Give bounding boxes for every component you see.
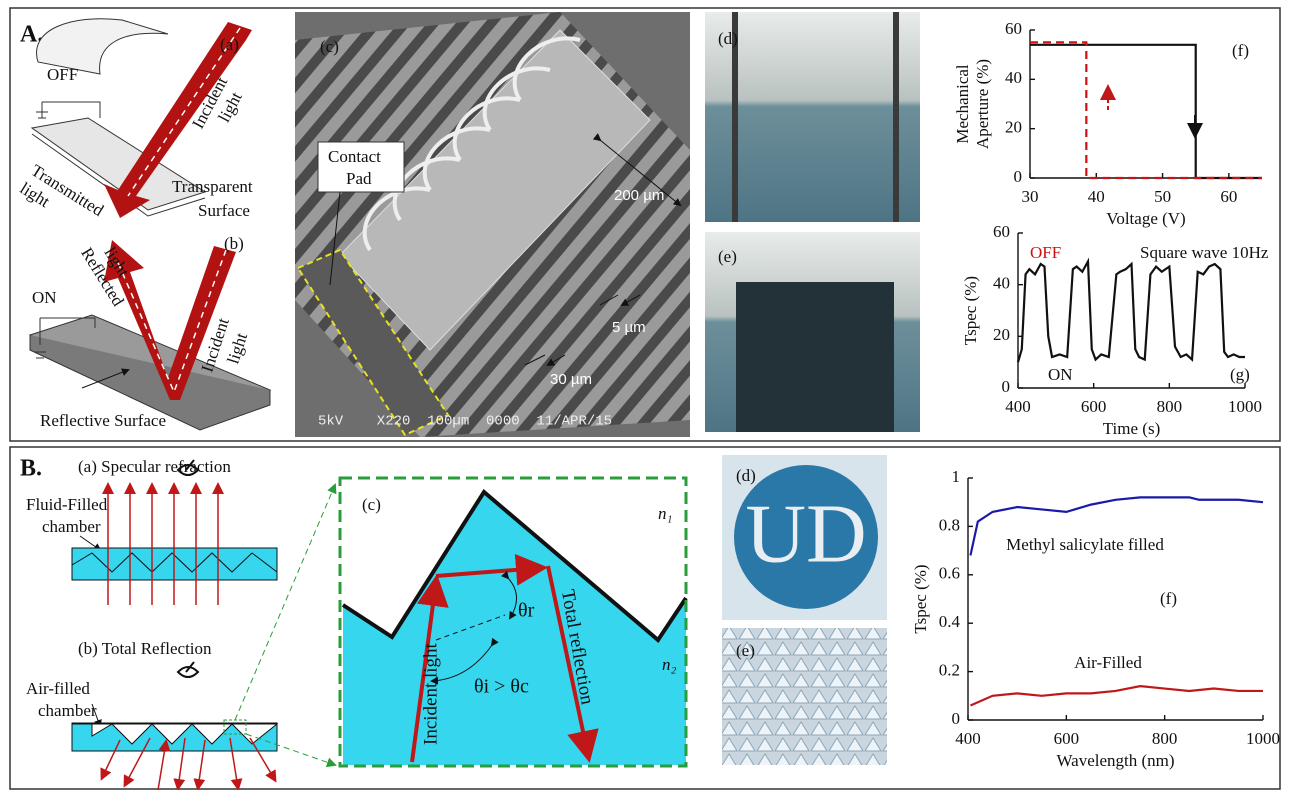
y-tick-label: 20 [1005, 118, 1022, 137]
x-tick-label: 50 [1154, 187, 1171, 206]
y-tick-label: 0.4 [939, 612, 961, 631]
x-tick-label: 30 [1022, 187, 1039, 206]
index-label: n₁ [658, 504, 672, 523]
y-axis-label: Mechanical [953, 64, 972, 144]
angle-label: θi > θc [474, 676, 529, 698]
sub-label: (e) [718, 247, 737, 266]
y-tick-label: 0 [952, 709, 961, 728]
annotation: (f) [1160, 589, 1177, 608]
line: Contact [328, 147, 381, 166]
sem-info: 5kV X220 100µm 0000 11/APR/15 [318, 414, 612, 430]
logo: UD [745, 487, 866, 580]
annotation: Square wave 10Hz [1140, 243, 1269, 262]
sub-label: (c) [320, 37, 339, 56]
y-axis-label: Tspec (%) [961, 276, 980, 345]
x-tick-label: 60 [1220, 187, 1237, 206]
y-tick-label: 0.6 [939, 564, 960, 583]
x-tick-label: 1000 [1246, 729, 1280, 748]
annotation: OFF [1030, 243, 1061, 262]
y-axis-label: Tspec (%) [911, 564, 930, 633]
x-tick-label: 1000 [1228, 397, 1262, 416]
x-tick-label: 600 [1081, 397, 1107, 416]
x-axis-label: Voltage (V) [1106, 209, 1185, 228]
series-line [1018, 261, 1245, 362]
x-tick-label: 600 [1054, 729, 1080, 748]
x-tick-label: 40 [1088, 187, 1105, 206]
y-tick-label: 40 [1005, 68, 1022, 87]
photo-post [893, 12, 899, 222]
switch-label: OFF [47, 65, 78, 84]
sub-label: (d) [718, 29, 738, 48]
ray-label: Incident light [420, 642, 441, 745]
series-label: Air-Filled [1074, 653, 1142, 672]
sub-label: (b) [224, 234, 244, 253]
y-tick-label: 0 [1014, 167, 1023, 186]
chamber-label: Fluid-Filled chamber [26, 495, 108, 536]
sub-label: (b) Total Reflection [78, 639, 212, 658]
sub-label: (e) [736, 641, 755, 660]
angle-label: θr [518, 600, 535, 622]
line: Surface [198, 201, 250, 220]
annotation: (f) [1232, 41, 1249, 60]
line: Air-filled [26, 679, 90, 698]
series-label: Methyl salicylate filled [1006, 535, 1164, 554]
y-tick-label: 0.8 [939, 515, 960, 534]
index-label: n₂ [662, 655, 677, 674]
sub-label: (a) [220, 35, 239, 54]
line: Transparent [172, 177, 253, 196]
zoom-line [235, 485, 335, 720]
circuit [36, 102, 100, 118]
annotation: (g) [1230, 365, 1250, 384]
annotation: ON [1048, 365, 1073, 384]
surface-label: Reflective Surface [40, 411, 166, 430]
y-tick-label: 0 [1002, 377, 1011, 396]
photo-dark-window [736, 282, 894, 432]
series-line [970, 686, 1263, 705]
y-tick-label: 60 [993, 222, 1010, 241]
sub-label: (d) [736, 466, 756, 485]
y-tick-label: 20 [993, 325, 1010, 344]
medium [343, 492, 686, 765]
switch-label: ON [32, 288, 57, 307]
dimension-label: 30 µm [550, 371, 592, 388]
line: Pad [346, 169, 372, 188]
x-tick-label: 400 [955, 729, 981, 748]
x-tick-label: 400 [1005, 397, 1031, 416]
line: chamber [38, 701, 97, 720]
x-tick-label: 800 [1157, 397, 1183, 416]
x-axis-label: Time (s) [1103, 419, 1160, 438]
y-axis-label: Aperture (%) [973, 59, 992, 149]
light-rays [108, 485, 218, 605]
y-tick-label: 0.2 [939, 661, 960, 680]
y-tick-label: 60 [1005, 19, 1022, 38]
y-tick-label: 40 [993, 274, 1010, 293]
x-tick-label: 800 [1152, 729, 1178, 748]
series-line [1030, 42, 1262, 178]
line: chamber [42, 517, 101, 536]
dimension-label: 5 µm [612, 319, 646, 336]
eye-icon [178, 662, 198, 677]
line: Fluid-Filled [26, 495, 108, 514]
sub-label: (a) Specular refraction [78, 457, 231, 476]
chamber-label: Air-filled chamber [26, 679, 97, 720]
figure: A. B. (a) OFF Incidentlight Transmittedl… [0, 0, 1290, 790]
dimension-label: 200 µm [614, 187, 664, 204]
series-line [1030, 45, 1262, 178]
sub-label: (c) [362, 495, 381, 514]
panel-label: B. [20, 456, 42, 482]
x-axis-label: Wavelength (nm) [1056, 751, 1174, 770]
y-tick-label: 1 [952, 467, 961, 486]
